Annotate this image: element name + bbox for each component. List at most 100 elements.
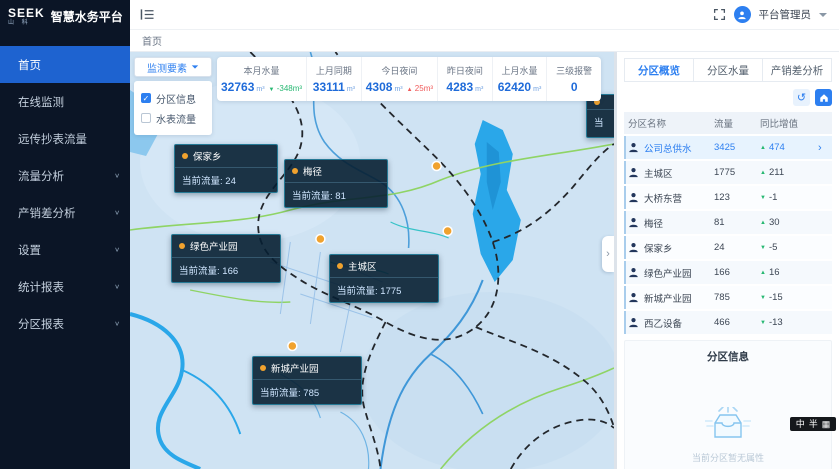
flow-marker-icon <box>179 243 185 249</box>
sidebar-item-remote-meter-flow[interactable]: 远传抄表流量 <box>0 120 130 157</box>
topbar-right: 平台管理员 <box>713 6 839 23</box>
sidebar-item-online-monitoring[interactable]: 在线监测 <box>0 83 130 120</box>
user-avatar[interactable] <box>733 6 751 23</box>
col-zone-name: 分区名称 <box>628 119 667 130</box>
chevron-down-icon: ∨ <box>114 319 120 328</box>
ime-toolbar[interactable]: 中 半 ▦ <box>790 417 836 431</box>
ime-mode-indicator[interactable]: 半 <box>808 418 818 429</box>
zone-tooltip-meijing[interactable]: 梅径 当前流量: 81 <box>284 159 388 208</box>
flow-marker-icon <box>182 153 188 159</box>
zone-user-icon <box>629 193 638 203</box>
zone-tooltip-newtown-park[interactable]: 新城产业园 当前流量: 785 <box>252 356 362 405</box>
brand-name: SEEK <box>8 6 45 20</box>
table-row[interactable]: 西乙设备 466 ▼-13 › <box>624 311 832 334</box>
chevron-down-icon: ∨ <box>114 282 120 291</box>
table-row[interactable]: 大桥东营 123 ▼-1 › <box>624 186 832 209</box>
zone-tooltip-main-city[interactable]: 主城区 当前流量: 1775 <box>329 254 439 303</box>
stat-today-night: 今日夜间 4308 m³ ▲ 25m³ <box>362 57 439 101</box>
kpi-stats-card: 本月水量 32763 m³ ▼ -348m³ 上月同期 33111 m³ 今日夜间 4… <box>217 57 601 101</box>
user-menu-caret-icon[interactable] <box>819 12 827 17</box>
zone-tooltip-green-park[interactable]: 绿色产业园 当前流量: 166 <box>171 234 281 283</box>
sidebar-item-zone-reports[interactable]: 分区报表 ∨ <box>0 305 130 342</box>
flow-marker-icon <box>292 168 298 174</box>
zone-user-icon <box>629 243 638 253</box>
sidebar-item-nrw-analysis[interactable]: 产销差分析 ∨ <box>0 194 130 231</box>
sidebar-item-home[interactable]: 首页 <box>0 46 130 83</box>
row-chevron-icon: › <box>818 141 822 154</box>
layer-option-label: 水表流量 <box>156 114 196 126</box>
zone-table: 公司总供水 3425 ▲474 › 主城区 1775 ▲211 › 大桥东营 1… <box>624 136 832 334</box>
topbar: 平台管理员 <box>130 0 839 30</box>
layer-option-meter-flow[interactable]: 水表流量 <box>141 108 205 128</box>
sidebar-item-label: 远传抄表流量 <box>18 133 87 146</box>
table-row[interactable]: 绿色产业园 166 ▲16 › <box>624 261 832 284</box>
table-row[interactable]: 保家乡 24 ▼-5 › <box>624 236 832 259</box>
zone-user-icon <box>629 318 638 328</box>
map-canvas[interactable]: 监测要素 ✓ 分区信息 水表流量 本月水量 <box>130 52 614 469</box>
zone-panel: 分区概览 分区水量 产销差分析 ↺ 分区名称 流量 同比增值 公司总供水 <box>617 52 839 469</box>
tab-nrw-analysis[interactable]: 产销差分析 <box>762 59 831 81</box>
zone-user-icon <box>629 268 638 278</box>
stat-lastmonth-sameperiod: 上月同期 33111 m³ <box>307 57 362 101</box>
zone-user-icon <box>629 168 638 178</box>
empty-state: 当前分区暂无属性 <box>625 368 831 464</box>
stat-level3-alarms: 三级报警 0 <box>556 66 593 94</box>
panel-tabs: 分区概览 分区水量 产销差分析 <box>624 58 832 82</box>
trend-up-icon: ▲ <box>406 87 413 93</box>
username[interactable]: 平台管理员 <box>758 9 812 21</box>
table-row[interactable]: 梅径 81 ▲30 › <box>624 211 832 234</box>
table-row[interactable]: 新城产业园 785 ▼-15 › <box>624 286 832 309</box>
chevron-down-icon: ∨ <box>114 208 120 217</box>
app-title: 智慧水务平台 <box>50 10 123 24</box>
trend-icon: ▲ <box>760 169 766 176</box>
sidebar-item-label: 流量分析 <box>18 170 64 183</box>
app-logo: SEEK 山 科 智慧水务平台 <box>0 0 130 32</box>
layer-dropdown-label: 监测要素 <box>147 63 187 75</box>
fullscreen-icon[interactable] <box>713 8 726 21</box>
checkbox-unchecked-icon[interactable] <box>141 113 151 123</box>
sidebar-item-settings[interactable]: 设置 ∨ <box>0 231 130 268</box>
sidebar-item-flow-analysis[interactable]: 流量分析 ∨ <box>0 157 130 194</box>
chevron-down-icon: ∨ <box>114 245 120 254</box>
layer-options: ✓ 分区信息 水表流量 <box>134 81 212 135</box>
checkbox-checked-icon[interactable]: ✓ <box>141 93 151 103</box>
brand-sub: 山 科 <box>8 20 31 26</box>
trend-icon: ▼ <box>760 294 766 301</box>
panel-collapse-handle[interactable]: › <box>602 236 614 272</box>
ime-keyboard-icon[interactable]: ▦ <box>821 418 831 429</box>
trend-icon: ▲ <box>760 269 766 276</box>
sidebar-item-label: 产销差分析 <box>18 207 76 220</box>
trend-icon: ▲ <box>760 219 766 226</box>
tab-zone-overview[interactable]: 分区概览 <box>638 64 680 77</box>
flow-marker-icon <box>337 263 343 269</box>
empty-state-text: 当前分区暂无属性 <box>691 453 764 463</box>
trend-icon: ▼ <box>760 194 766 201</box>
empty-inbox-icon <box>705 407 751 438</box>
zone-tooltip-baojiaxiang[interactable]: 保家乡 当前流量: 24 <box>174 144 278 193</box>
breadcrumb[interactable]: 首页 <box>142 37 162 48</box>
sidebar-item-label: 统计报表 <box>18 281 64 294</box>
layer-option-zone-info[interactable]: ✓ 分区信息 <box>141 88 205 108</box>
sidebar-item-reports[interactable]: 统计报表 ∨ <box>0 268 130 305</box>
col-yoy-delta: 同比增值 <box>760 119 799 130</box>
stat-month-volume: 本月水量 32763 m³ ▼ -348m³ <box>217 57 308 101</box>
stat-lastmonth-volume: 上月水量 62420 m³ <box>493 57 548 101</box>
back-icon[interactable]: ↺ <box>793 89 810 106</box>
layer-dropdown[interactable]: 监测要素 <box>134 57 212 77</box>
sidebar-item-label: 在线监测 <box>18 96 64 109</box>
sidebar-collapse-icon[interactable] <box>140 8 155 21</box>
table-header: 分区名称 流量 同比增值 <box>624 112 832 134</box>
trend-icon: ▼ <box>760 244 766 251</box>
ime-lang-indicator[interactable]: 中 <box>795 418 805 429</box>
home-icon[interactable] <box>815 89 832 106</box>
table-row[interactable]: 主城区 1775 ▲211 › <box>624 161 832 184</box>
table-row[interactable]: 公司总供水 3425 ▲ 474 › <box>624 136 832 159</box>
zone-tooltip-clipped[interactable]: 当 <box>586 94 614 138</box>
chevron-down-icon <box>191 65 199 69</box>
stat-yesterday-night: 昨日夜间 4283 m³ <box>438 57 493 101</box>
tab-zone-volume[interactable]: 分区水量 <box>693 59 762 81</box>
sidebar-item-label: 设置 <box>18 244 41 257</box>
chevron-down-icon: ∨ <box>114 171 120 180</box>
zone-marker-icons <box>287 160 453 352</box>
